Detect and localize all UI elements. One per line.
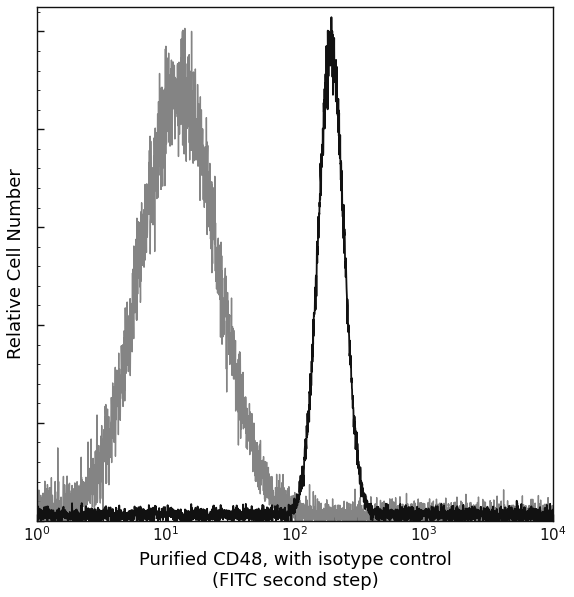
X-axis label: Purified CD48, with isotype control
(FITC second step): Purified CD48, with isotype control (FIT… bbox=[138, 551, 451, 590]
Y-axis label: Relative Cell Number: Relative Cell Number bbox=[7, 168, 25, 359]
